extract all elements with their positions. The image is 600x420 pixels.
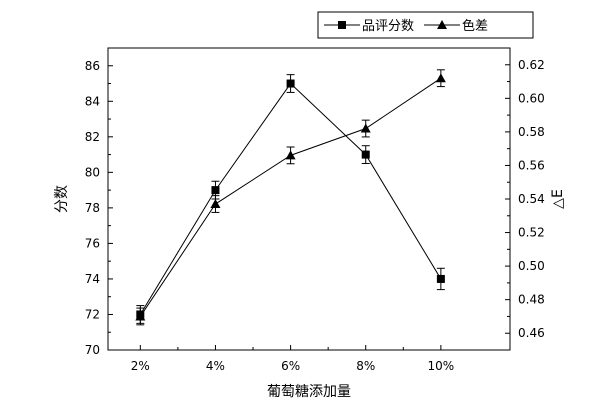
- left-y-tick-label: 70: [85, 343, 100, 357]
- data-point-square: [286, 79, 295, 88]
- x-tick-label: 4%: [206, 359, 225, 373]
- series-square: [136, 74, 445, 324]
- right-y-tick-label: 0.50: [518, 259, 545, 273]
- data-point-triangle: [435, 73, 446, 83]
- left-y-tick-label: 74: [85, 272, 100, 286]
- x-tick-label: 8%: [356, 359, 375, 373]
- axes: 70 72 74 76 78 80 82 84 86 0.46 0.48 0.50 0.52 0.54 0.…: [54, 47, 566, 400]
- data-point-triangle: [285, 150, 296, 160]
- left-y-tick-label: 80: [85, 165, 100, 179]
- x-tick-label: 6%: [281, 359, 300, 373]
- right-y-tick-label: 0.46: [518, 326, 545, 340]
- left-y-tick-label: 82: [85, 130, 100, 144]
- series-line: [139, 77, 442, 317]
- right-y-axis-title: △E: [550, 189, 566, 209]
- legend-marker-triangle: [437, 20, 447, 29]
- legend-label: 色差: [462, 18, 488, 34]
- data-point-square: [361, 150, 370, 159]
- right-y-tick-label: 0.62: [518, 58, 545, 72]
- legend-label: 品评分数: [362, 19, 414, 34]
- left-y-tick-label: 78: [85, 201, 100, 215]
- series-line: [139, 82, 442, 315]
- data-point-triangle: [360, 123, 371, 133]
- right-y-tick-label: 0.48: [518, 293, 545, 307]
- left-y-tick-label: 86: [85, 59, 100, 73]
- left-y-tick-label: 84: [85, 94, 100, 108]
- right-y-tick-label: 0.56: [518, 158, 545, 172]
- x-tick-label: 2%: [131, 359, 150, 373]
- plot-frame: [107, 47, 511, 351]
- left-y-axis-title: 分数: [54, 185, 70, 213]
- left-y-tick-label: 72: [85, 307, 100, 321]
- right-y-tick-label: 0.58: [518, 125, 545, 139]
- x-tick-label: 10%: [428, 359, 455, 373]
- data-point-square: [436, 274, 445, 283]
- data-point-triangle: [135, 311, 146, 321]
- series-triangle: [135, 69, 446, 326]
- legend-marker-square: [338, 21, 346, 29]
- series-layer: [135, 69, 446, 326]
- x-axis-title: 葡萄糖添加量: [267, 384, 351, 400]
- data-point-square: [211, 186, 220, 195]
- left-y-tick-label: 76: [85, 236, 100, 250]
- legend: 品评分数 色差: [317, 11, 534, 39]
- right-y-tick-label: 0.52: [518, 226, 545, 240]
- right-y-tick-label: 0.54: [518, 192, 545, 206]
- right-y-tick-label: 0.60: [518, 91, 545, 105]
- data-point-triangle: [210, 199, 221, 209]
